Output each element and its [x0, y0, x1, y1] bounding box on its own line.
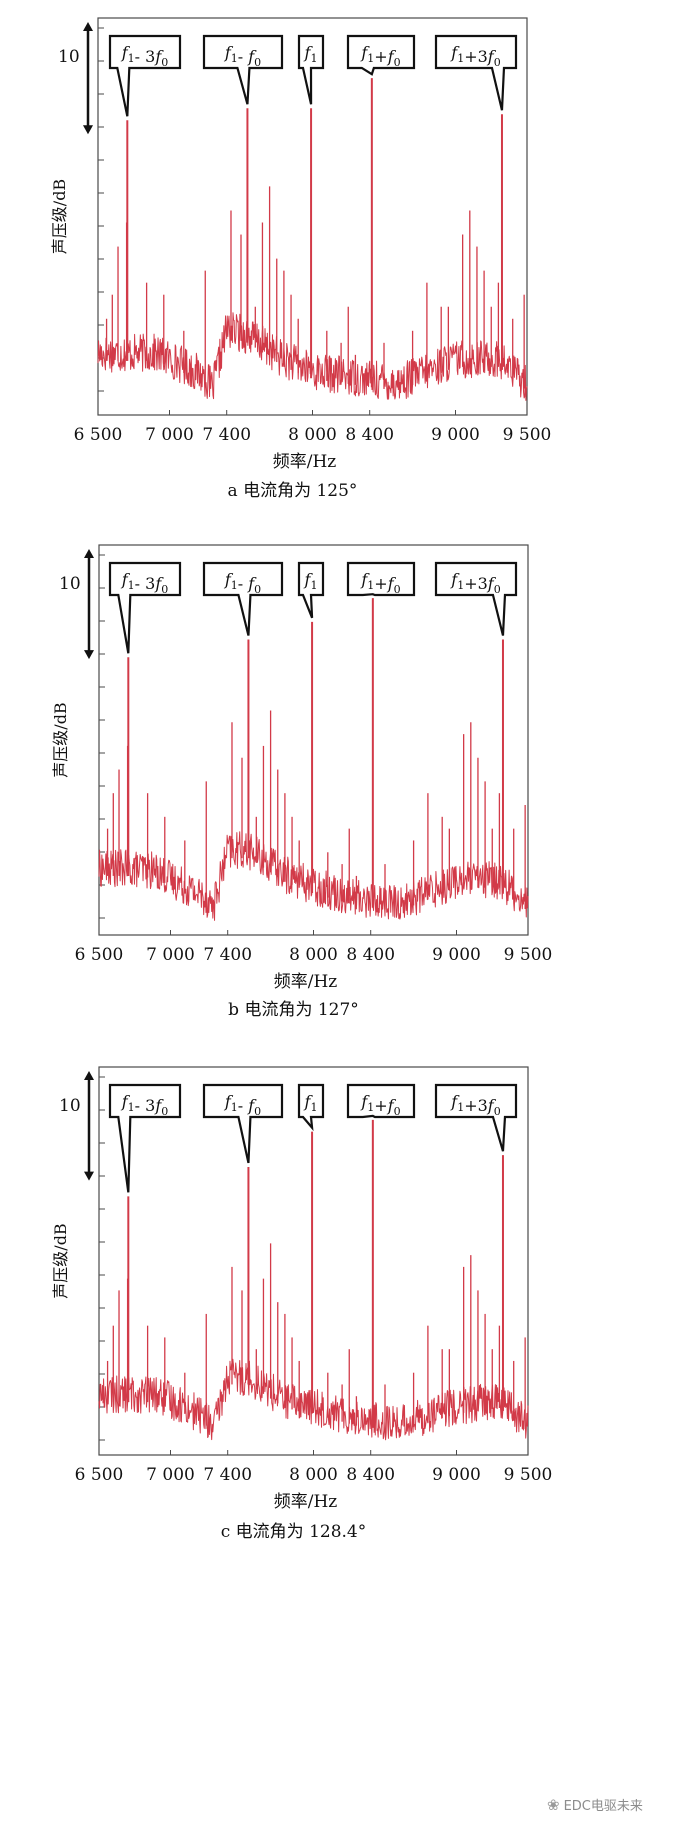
harmonic-label: f1- f0	[224, 1092, 261, 1118]
x-tick-label: 9 500	[504, 1465, 553, 1485]
harmonic-callout	[297, 1083, 325, 1132]
x-tick-label: 7 000	[146, 1465, 195, 1485]
panel-caption: c 电流角为 128.4°	[221, 1522, 367, 1542]
harmonic-label: f1- 3f0	[121, 570, 169, 596]
x-tick-label: 6 500	[75, 945, 124, 965]
watermark: ❀ EDC电驱未来	[547, 1795, 643, 1815]
x-tick-label: 8 000	[289, 945, 338, 965]
scale-marker-arrow-up	[84, 1071, 94, 1080]
chart-panel-b: 6 500 7 000 7 400 8 000 8 400 9 000 9 500 声压级/d…	[51, 544, 553, 1020]
harmonic-callout	[346, 1083, 416, 1119]
panel-caption: a 电流角为 125°	[228, 481, 358, 501]
harmonic-label: f1+f0	[360, 1092, 400, 1118]
x-axis-label: 频率/Hz	[274, 1492, 338, 1512]
x-axis-label: 频率/Hz	[273, 452, 337, 472]
harmonic-callout	[434, 1083, 518, 1152]
harmonic-callout	[346, 34, 416, 76]
harmonic-label: f1+f0	[360, 43, 400, 69]
harmonic-label: f1- f0	[224, 43, 261, 69]
harmonic-label: f1	[304, 43, 318, 65]
x-tick-label: 9 000	[431, 425, 480, 445]
harmonic-callout	[202, 34, 284, 105]
scale-marker-arrow-down	[84, 1171, 94, 1181]
x-tick-label: 7 000	[145, 425, 194, 445]
panel-caption: b 电流角为 127°	[228, 1000, 359, 1020]
scale-marker-label: 10	[59, 574, 81, 594]
harmonic-callout	[434, 34, 518, 111]
x-tick-label: 6 500	[75, 1465, 124, 1485]
y-axis-label: 声压级/dB	[51, 702, 70, 777]
x-tick-label: 7 000	[146, 945, 195, 965]
harmonic-callout	[202, 561, 284, 636]
scale-marker-arrow-up	[84, 549, 94, 558]
x-tick-label: 7 400	[203, 1465, 252, 1485]
harmonic-label: f1- f0	[224, 570, 261, 596]
y-axis-label: 声压级/dB	[51, 1223, 70, 1298]
scale-marker-label: 10	[58, 47, 80, 67]
chart-panel-c: 6 500 7 000 7 400 8 000 8 400 9 000 9 500 声压级/d…	[51, 1066, 553, 1542]
harmonic-label: f1+f0	[360, 570, 400, 596]
x-tick-label: 8 400	[345, 425, 394, 445]
x-axis-label: 频率/Hz	[274, 972, 338, 992]
harmonic-label: f1+3f0	[450, 1092, 500, 1118]
harmonic-callout	[297, 34, 325, 105]
x-tick-label: 7 400	[203, 945, 252, 965]
harmonic-label: f1- 3f0	[121, 1092, 169, 1118]
x-tick-label: 9 000	[432, 945, 481, 965]
chart-panel-a: 6 500 7 000 7 400 8 000 8 400 9 000 9 500 声压级/d…	[50, 17, 552, 501]
harmonic-callout	[434, 561, 518, 636]
harmonic-callout	[297, 561, 325, 619]
spectrum-trace	[97, 312, 528, 401]
harmonic-label: f1	[304, 1092, 318, 1114]
watermark-text: EDC电驱未来	[563, 1799, 643, 1814]
x-tick-label: 8 000	[288, 425, 337, 445]
y-axis-label: 声压级/dB	[50, 179, 69, 254]
spectrum-trace	[98, 1358, 529, 1441]
scale-marker-arrow-up	[83, 22, 93, 31]
spectrum-trace	[98, 831, 529, 921]
x-tick-label: 9 500	[504, 945, 553, 965]
scale-marker-arrow-down	[83, 125, 93, 135]
x-tick-label: 9 500	[503, 425, 552, 445]
harmonic-label: f1+3f0	[450, 43, 500, 69]
harmonic-callout	[202, 1083, 284, 1164]
x-tick-label: 8 400	[346, 945, 395, 965]
x-tick-label: 9 000	[432, 1465, 481, 1485]
x-tick-label: 7 400	[202, 425, 251, 445]
scale-marker-arrow-down	[84, 650, 94, 660]
harmonic-label: f1+3f0	[450, 570, 500, 596]
harmonic-callout	[108, 34, 182, 117]
x-tick-label: 8 400	[346, 1465, 395, 1485]
x-tick-label: 6 500	[74, 425, 123, 445]
harmonic-callout	[108, 1083, 182, 1193]
x-tick-label: 8 000	[289, 1465, 338, 1485]
harmonic-callout	[108, 561, 182, 654]
harmonic-callout	[346, 561, 416, 597]
harmonic-label: f1- 3f0	[121, 43, 169, 69]
wechat-logo-icon: ❀	[547, 1795, 560, 1814]
harmonic-label: f1	[304, 570, 318, 592]
scale-marker-label: 10	[59, 1096, 81, 1116]
